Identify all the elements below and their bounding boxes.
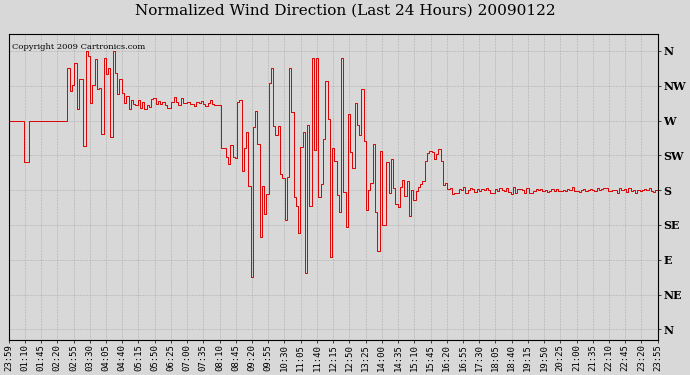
Text: Copyright 2009 Cartronics.com: Copyright 2009 Cartronics.com xyxy=(12,43,145,51)
Text: Normalized Wind Direction (Last 24 Hours) 20090122: Normalized Wind Direction (Last 24 Hours… xyxy=(135,4,555,18)
